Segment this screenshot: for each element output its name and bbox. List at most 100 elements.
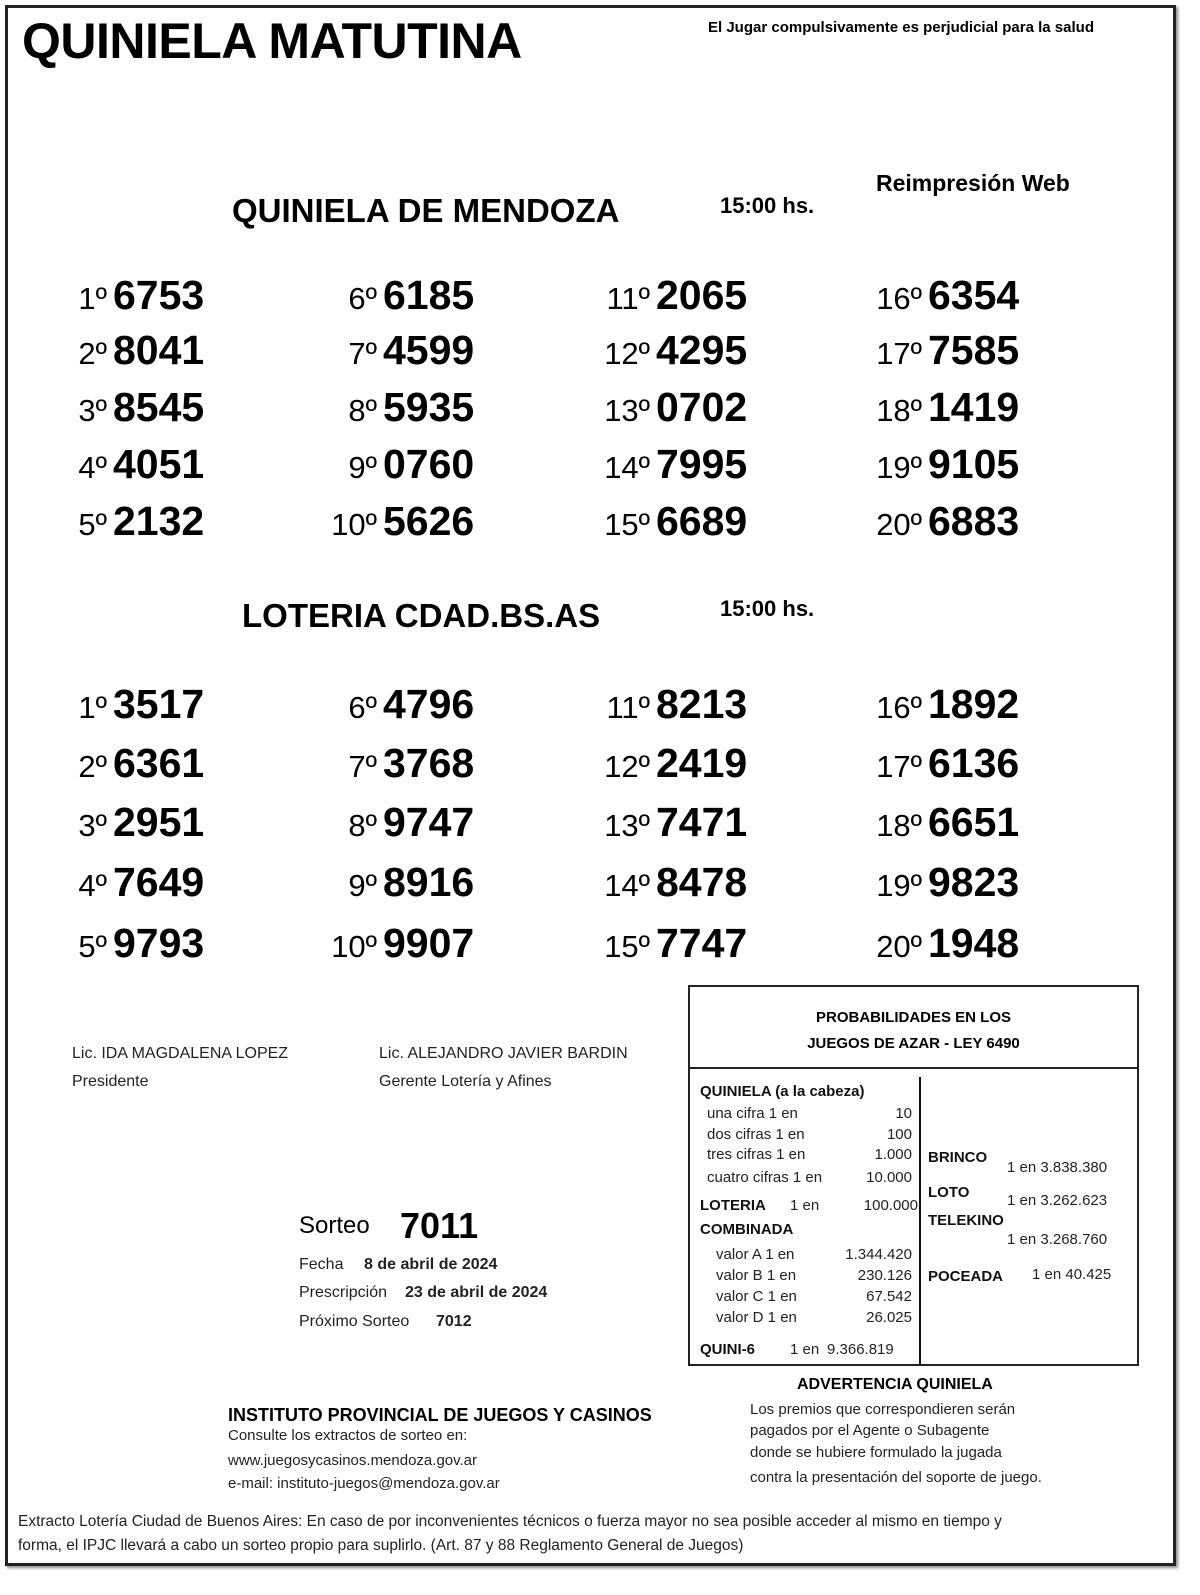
institute-website-link[interactable]: www.juegosycasinos.mendoza.gov.ar <box>228 1452 478 1469</box>
result-entry: 17º 7585 <box>862 327 1019 377</box>
result-entry: 10º 5626 <box>317 498 474 548</box>
result-number: 2951 <box>113 799 205 845</box>
result-position: 20º <box>876 507 922 542</box>
odds-value: 1.344.420 <box>845 1246 912 1263</box>
result-number: 7995 <box>656 441 748 487</box>
sorteo-label: Sorteo <box>299 1212 370 1239</box>
result-position: 9º <box>348 868 377 903</box>
odds-value: 10.000 <box>866 1169 912 1186</box>
odds-label: dos cifras 1 en <box>707 1126 805 1143</box>
result-position: 5º <box>78 507 107 542</box>
proximo-value: 7012 <box>436 1313 472 1330</box>
result-entry: 19º 9105 <box>862 441 1019 491</box>
draw-title-bsas: LOTERIA CDAD.BS.AS <box>242 597 601 634</box>
result-entry: 18º 1419 <box>862 384 1019 434</box>
signature-name: Lic. IDA MAGDALENA LOPEZ <box>72 1045 289 1062</box>
probabilities-header: PROBABILIDADES EN LOS JUEGOS DE AZAR - L… <box>690 987 1137 1069</box>
advertencia-line: donde se hubiere formulado la jugada <box>750 1444 1002 1461</box>
odds-label: cuatro cifras 1 en <box>707 1169 823 1186</box>
result-entry: 3º 2951 <box>47 799 204 849</box>
result-number: 0702 <box>656 384 748 430</box>
result-position: 9º <box>348 450 377 485</box>
brinco-value: 1 en 3.838.380 <box>1007 1159 1108 1176</box>
result-entry: 14º 8478 <box>590 859 747 909</box>
footer-disclaimer: Extracto Lotería Ciudad de Buenos Aires:… <box>18 1513 1002 1530</box>
result-position: 4º <box>78 868 107 903</box>
odds-value: 26.025 <box>866 1309 912 1326</box>
result-position: 10º <box>331 929 377 964</box>
result-entry: 14º 7995 <box>590 441 747 491</box>
result-number: 6651 <box>928 799 1020 845</box>
result-number: 2065 <box>656 272 748 318</box>
advertencia-line: Los premios que correspondieren serán <box>750 1401 1016 1418</box>
result-position: 2º <box>78 336 107 371</box>
result-entry: 5º 2132 <box>47 498 204 548</box>
result-position: 8º <box>348 808 377 843</box>
result-entry: 13º 7471 <box>590 799 747 849</box>
result-number: 5935 <box>383 384 475 430</box>
draw-title-mendoza: QUINIELA DE MENDOZA <box>232 192 620 229</box>
result-number: 9823 <box>928 859 1020 905</box>
result-number: 6753 <box>113 272 205 318</box>
combinada-label: COMBINADA <box>700 1221 794 1238</box>
result-number: 3517 <box>113 681 205 727</box>
result-entry: 20º 6883 <box>862 498 1019 548</box>
result-position: 16º <box>876 281 922 316</box>
loteria-label: LOTERIA <box>700 1197 766 1214</box>
result-number: 6689 <box>656 498 748 544</box>
result-number: 8041 <box>113 327 205 373</box>
result-number: 8916 <box>383 859 475 905</box>
result-position: 15º <box>604 507 650 542</box>
result-number: 7747 <box>656 920 748 966</box>
result-entry: 1º 6753 <box>47 272 204 322</box>
result-number: 6883 <box>928 498 1020 544</box>
result-entry: 10º 9907 <box>317 920 474 970</box>
result-position: 11º <box>606 281 650 316</box>
result-entry: 15º 7747 <box>590 920 747 970</box>
result-entry: 12º 4295 <box>590 327 747 377</box>
odds-value: 10 <box>895 1105 912 1122</box>
result-entry: 7º 3768 <box>317 740 474 790</box>
result-position: 1º <box>78 690 107 725</box>
result-entry: 11º 2065 <box>590 272 747 322</box>
result-entry: 12º 2419 <box>590 740 747 790</box>
result-position: 5º <box>78 929 107 964</box>
result-entry: 15º 6689 <box>590 498 747 548</box>
loteria-odds: 1 en <box>790 1197 820 1214</box>
result-number: 9793 <box>113 920 205 966</box>
sorteo-number: 7011 <box>400 1205 479 1246</box>
result-entry: 2º 8041 <box>47 327 204 377</box>
odds-value: 1.000 <box>874 1146 912 1163</box>
column-divider <box>919 1077 921 1364</box>
result-number: 9105 <box>928 441 1020 487</box>
result-position: 6º <box>348 281 377 316</box>
result-position: 3º <box>78 393 107 428</box>
advertencia-line: contra la presentación del soporte de ju… <box>750 1469 1042 1486</box>
result-entry: 17º 6136 <box>862 740 1019 790</box>
draw-time-mendoza: 15:00 hs. <box>720 193 815 218</box>
result-number: 4051 <box>113 441 205 487</box>
odds-label: tres cifras 1 en <box>707 1146 806 1163</box>
result-position: 20º <box>876 929 922 964</box>
result-number: 1948 <box>928 920 1020 966</box>
institute-email-link[interactable]: e-mail: instituto-juegos@mendoza.gov.ar <box>228 1475 500 1492</box>
result-entry: 16º 1892 <box>862 681 1019 731</box>
result-number: 5626 <box>383 498 475 544</box>
result-number: 8478 <box>656 859 748 905</box>
result-position: 14º <box>604 868 650 903</box>
advertencia-title: ADVERTENCIA QUINIELA <box>797 1376 993 1393</box>
result-entry: 9º 0760 <box>317 441 474 491</box>
odds-value: 100 <box>886 1126 912 1143</box>
result-number: 0760 <box>383 441 475 487</box>
brinco-label: BRINCO <box>928 1149 988 1166</box>
result-number: 4295 <box>656 327 748 373</box>
prescripcion-value: 23 de abril de 2024 <box>405 1284 548 1301</box>
result-position: 17º <box>876 749 922 784</box>
result-number: 6354 <box>928 272 1020 318</box>
result-position: 2º <box>78 749 107 784</box>
result-entry: 8º 5935 <box>317 384 474 434</box>
result-number: 2419 <box>656 740 748 786</box>
result-position: 17º <box>876 336 922 371</box>
result-position: 19º <box>876 868 922 903</box>
quiniela-label: QUINIELA (a la cabeza) <box>700 1083 865 1100</box>
